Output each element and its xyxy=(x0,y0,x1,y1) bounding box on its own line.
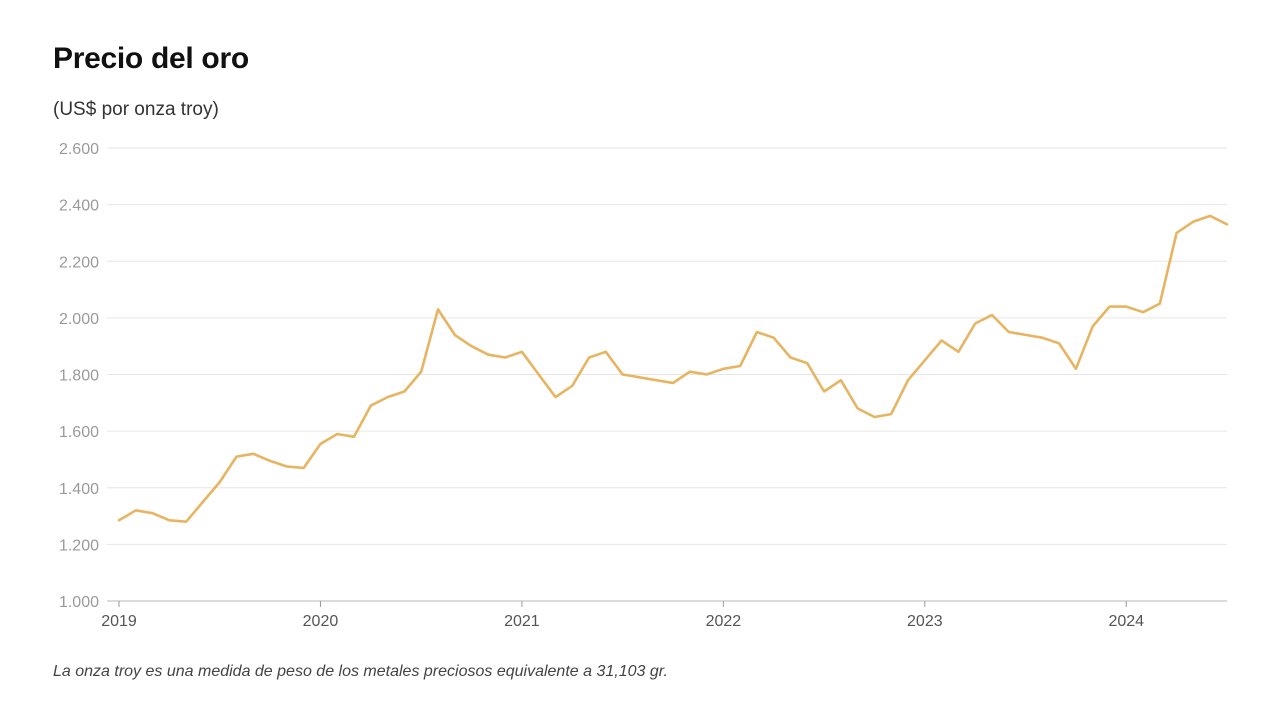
x-tick-label: 2024 xyxy=(1108,613,1144,630)
x-tick-label: 2019 xyxy=(101,613,137,630)
y-tick-label: 2.400 xyxy=(59,198,99,215)
chart-subtitle: (US$ por onza troy) xyxy=(53,99,219,120)
y-tick-label: 1.800 xyxy=(59,368,99,385)
x-tick-label: 2023 xyxy=(907,613,943,630)
chart-title: Precio del oro xyxy=(53,42,249,75)
x-tick-label: 2021 xyxy=(504,613,540,630)
y-axis-ticks: 1.000 1.200 1.400 1.600 1.800 2.000 2.200 2.400… xyxy=(59,141,99,611)
y-tick-label: 1.600 xyxy=(59,424,99,441)
y-grid-lines xyxy=(107,147,1227,602)
y-tick-label: 1.200 xyxy=(59,537,99,554)
x-tick-label: 2020 xyxy=(303,613,339,630)
y-tick-label: 1.000 xyxy=(59,594,99,611)
y-tick-label: 2.000 xyxy=(59,311,99,328)
y-tick-label: 2.600 xyxy=(59,141,99,158)
y-tick-label: 1.400 xyxy=(59,481,99,498)
y-tick-label: 2.200 xyxy=(59,254,99,271)
x-tick-label: 2022 xyxy=(706,613,742,630)
footnote: La onza troy es una medida de peso de lo… xyxy=(53,663,668,680)
series-line-gold-price xyxy=(117,214,1229,523)
x-axis-ticks: 2019 2020 2021 2022 2023 2024 xyxy=(101,601,1144,630)
